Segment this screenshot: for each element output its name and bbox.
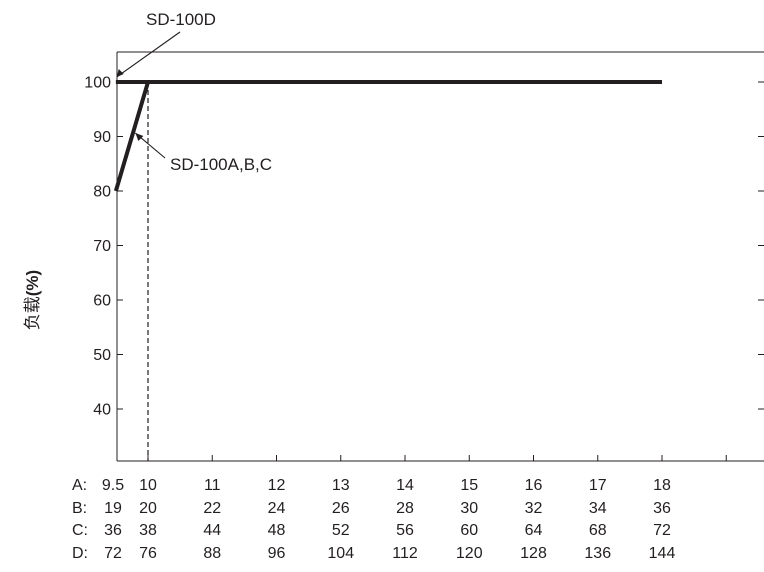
x-row-value: 136: [584, 545, 611, 562]
x-row-value: 104: [327, 545, 354, 562]
y-axis-label: 负载(%): [23, 270, 42, 330]
x-row-value: 18: [653, 477, 671, 494]
x-row-value: 13: [332, 477, 350, 494]
x-row-value: 36: [104, 522, 122, 539]
y-axis-label-unit: (%): [23, 270, 42, 296]
x-row-value: 76: [139, 545, 157, 562]
callout-label-sd-100abc: SD-100A,B,C: [170, 155, 272, 174]
x-row-prefix: C:: [72, 522, 88, 539]
x-row-value: 64: [525, 522, 543, 539]
y-tick-label: 60: [93, 293, 111, 310]
x-row-value: 20: [139, 500, 157, 517]
series-line-sd-100a-b-c: [113, 80, 662, 192]
y-tick-label: 70: [93, 238, 111, 255]
x-row-value: 17: [589, 477, 607, 494]
x-row-value: 112: [392, 545, 418, 562]
x-row-value: 68: [589, 522, 607, 539]
x-row-value: 88: [203, 545, 221, 562]
x-row-value: 26: [332, 500, 350, 517]
x-row-value: 19: [104, 500, 122, 517]
x-row-value: 56: [396, 522, 414, 539]
y-tick-label: 40: [93, 402, 111, 419]
x-row-value: 9.5: [102, 477, 124, 494]
x-row-value: 96: [268, 545, 286, 562]
x-row-prefix: A:: [72, 477, 87, 494]
y-tick-label: 80: [93, 184, 111, 201]
x-row-prefix: D:: [72, 545, 88, 562]
y-tick-label: 90: [93, 129, 111, 146]
y-axis-label-text: 负载(%): [23, 270, 42, 330]
y-tick-label: 100: [84, 75, 111, 92]
y-axis-label-cjk: 负载: [23, 296, 42, 330]
x-row-value: 120: [456, 545, 483, 562]
callout-arrowhead: [135, 133, 144, 142]
x-row-value: 30: [460, 500, 478, 517]
x-row-value: 32: [525, 500, 543, 517]
x-row-value: 60: [460, 522, 478, 539]
x-row-value: 72: [104, 545, 122, 562]
x-row-value: 14: [396, 477, 414, 494]
x-row-prefix: B:: [72, 500, 87, 517]
x-row-value: 28: [396, 500, 414, 517]
x-row-value: 144: [649, 545, 676, 562]
x-row-value: 11: [204, 477, 221, 494]
x-row-value: 128: [520, 545, 547, 562]
x-row-value: 16: [525, 477, 543, 494]
x-row-value: 24: [268, 500, 286, 517]
x-row-value: 22: [203, 500, 221, 517]
callout-leader-sd-100d: [116, 31, 181, 78]
callout-label-sd-100d: SD-100D: [146, 10, 216, 29]
callout-arrowhead: [116, 69, 124, 77]
x-row-value: 48: [268, 522, 286, 539]
x-row-value: 34: [589, 500, 607, 517]
x-row-value: 36: [653, 500, 671, 517]
x-row-value: 10: [139, 477, 157, 494]
x-row-value: 72: [653, 522, 671, 539]
x-row-value: 12: [268, 477, 286, 494]
x-row-value: 44: [203, 522, 221, 539]
x-row-value: 38: [139, 522, 157, 539]
y-tick-label: 50: [93, 347, 111, 364]
x-row-value: 15: [460, 477, 478, 494]
x-row-value: 52: [332, 522, 350, 539]
